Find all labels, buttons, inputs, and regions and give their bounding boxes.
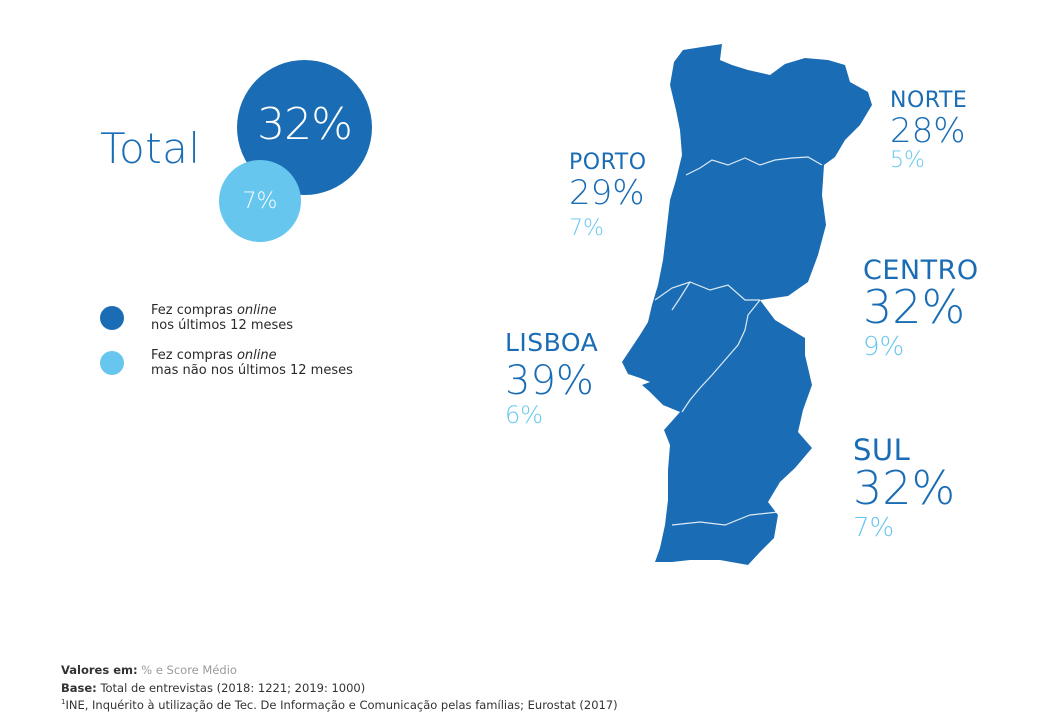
region-secondary-value: 6%	[505, 401, 544, 429]
region-main-value: 32%	[853, 461, 956, 515]
region-name: PORTO	[569, 150, 647, 175]
total-label: Total	[100, 124, 201, 173]
total-main-value: 32%	[257, 99, 353, 150]
region-centro: CENTRO 32% 9%	[863, 257, 979, 360]
region-lisboa: LISBOA 39% 6%	[505, 330, 598, 427]
portugal-mainland-shape	[622, 44, 872, 565]
region-main-value: 28%	[890, 111, 966, 151]
total-secondary-circle: 7%	[219, 160, 301, 242]
region-main-value: 32%	[863, 280, 966, 334]
footer-source-note: 1INE, Inquérito à utilização de Tec. De …	[61, 698, 618, 712]
region-name: NORTE	[890, 88, 968, 113]
footer-values-note: Valores em: % e Score Médio	[61, 663, 237, 677]
footer-base-note: Base: Total de entrevistas (2018: 1221; …	[61, 681, 366, 695]
region-main-value: 29%	[569, 173, 645, 213]
region-porto: PORTO 29% 7%	[569, 152, 647, 240]
total-secondary-value: 7%	[242, 188, 278, 214]
region-norte: NORTE 28% 5%	[890, 90, 967, 172]
legend-text: Fez compras online mas não nos últimos 1…	[151, 348, 353, 378]
legend-item-recent: Fez compras online nos últimos 12 meses	[100, 303, 293, 333]
legend-text: Fez compras online nos últimos 12 meses	[151, 303, 294, 333]
region-secondary-value: 7%	[569, 216, 604, 241]
region-secondary-value: 5%	[890, 148, 925, 173]
region-main-value: 39%	[505, 358, 594, 404]
region-sul: SUL 32% 7%	[853, 433, 956, 543]
region-borders	[654, 156, 823, 526]
region-name: LISBOA	[505, 328, 599, 357]
region-secondary-value: 9%	[863, 332, 905, 362]
legend-dot-secondary	[100, 351, 124, 375]
region-secondary-value: 7%	[853, 513, 895, 543]
region-name: CENTRO	[863, 255, 979, 286]
legend-item-older: Fez compras online mas não nos últimos 1…	[100, 348, 353, 378]
legend-dot-primary	[100, 306, 124, 330]
region-name: SUL	[853, 433, 911, 467]
